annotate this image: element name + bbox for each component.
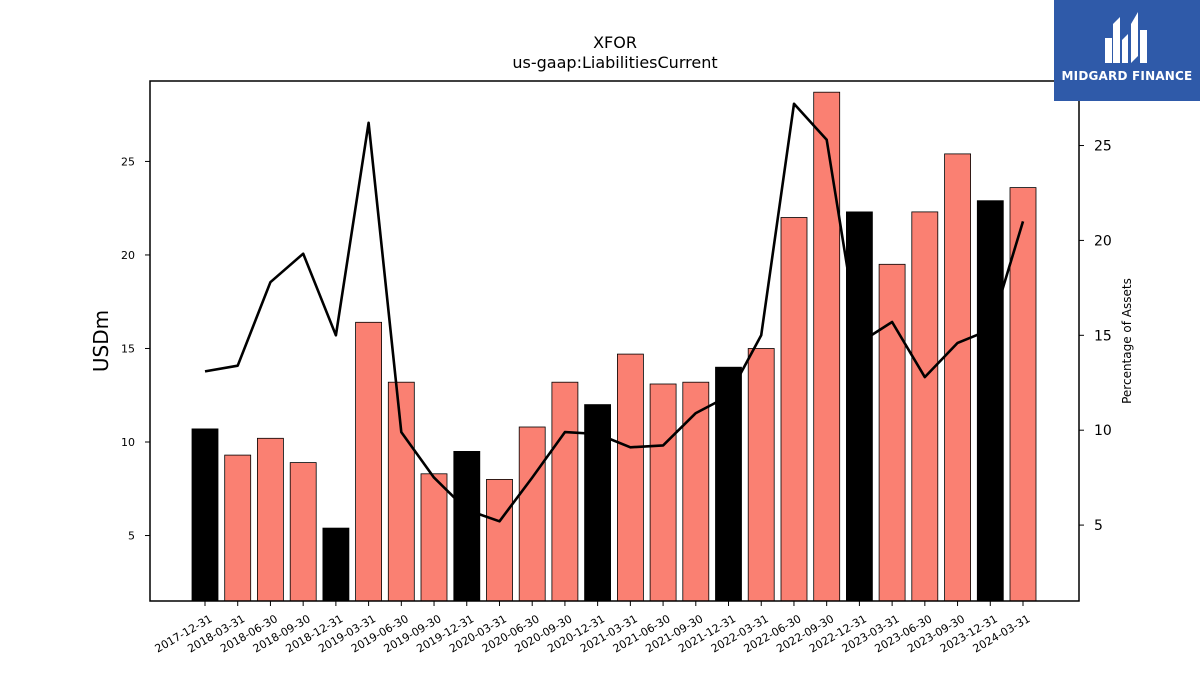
bar-2020-03-31 — [486, 478, 513, 602]
bar-2017-12-31 — [191, 428, 219, 602]
logo-mark-icon — [1105, 12, 1147, 63]
bar-2019-09-30 — [420, 473, 448, 602]
y-tick-label: 20 — [121, 249, 135, 262]
bar-2018-03-31 — [224, 454, 252, 602]
logo-text: MIDGARD FINANCE — [1061, 69, 1193, 83]
bar-series — [191, 91, 1037, 602]
bar-2023-12-31 — [976, 200, 1004, 602]
y2-tick-label: 20 — [1094, 233, 1112, 249]
bar-2023-03-31 — [878, 263, 906, 602]
bar-2019-06-30 — [387, 381, 415, 602]
y2-tick-label: 5 — [1094, 518, 1103, 534]
percentage-line — [204, 102, 1025, 523]
bar-2023-09-30 — [944, 153, 971, 602]
y2-tick-label: 25 — [1094, 139, 1112, 155]
y2-axis-label: Percentage of Assets — [1120, 278, 1134, 404]
plot-frame — [149, 80, 1080, 602]
brand-logo: MIDGARD FINANCE — [1054, 0, 1200, 101]
bar-2022-06-30 — [780, 217, 808, 602]
bar-2021-06-30 — [649, 383, 677, 602]
y-tick-label: 10 — [121, 436, 135, 449]
bar-2020-09-30 — [551, 381, 579, 602]
bar-2023-06-30 — [911, 211, 939, 602]
bar-2024-03-31 — [1009, 187, 1037, 602]
bar-2018-06-30 — [256, 437, 284, 602]
chart-subtitle: us-gaap:LiabilitiesCurrent — [512, 53, 717, 72]
x-axis: 2017-12-312018-03-312018-06-302018-09-30… — [153, 601, 1033, 655]
chart-title: XFOR — [593, 33, 637, 52]
bar-2019-03-31 — [355, 321, 383, 602]
bar-2021-09-30 — [682, 381, 710, 602]
y2-tick-label: 15 — [1094, 328, 1112, 344]
bar-2022-12-31 — [846, 211, 873, 602]
y2-tick-label: 10 — [1094, 423, 1112, 439]
bar-2018-09-30 — [289, 462, 317, 602]
line-series — [204, 102, 1025, 523]
y-axis-label: USDm — [89, 310, 113, 372]
y-tick-label: 25 — [121, 155, 135, 168]
bar-2022-09-30 — [813, 91, 841, 602]
y-tick-label: 15 — [121, 342, 135, 355]
bar-2018-12-31 — [322, 527, 350, 602]
y-axis-right: 5 10 15 20 25 — [1079, 139, 1112, 534]
y-axis-left: 5 10 15 20 25 — [121, 155, 150, 543]
bar-2021-03-31 — [617, 353, 644, 602]
bar-2019-12-31 — [453, 450, 481, 602]
bar-2022-03-31 — [747, 348, 775, 602]
bar-2021-12-31 — [715, 366, 742, 602]
bar-2020-06-30 — [518, 426, 546, 602]
y-tick-label: 5 — [128, 530, 135, 543]
